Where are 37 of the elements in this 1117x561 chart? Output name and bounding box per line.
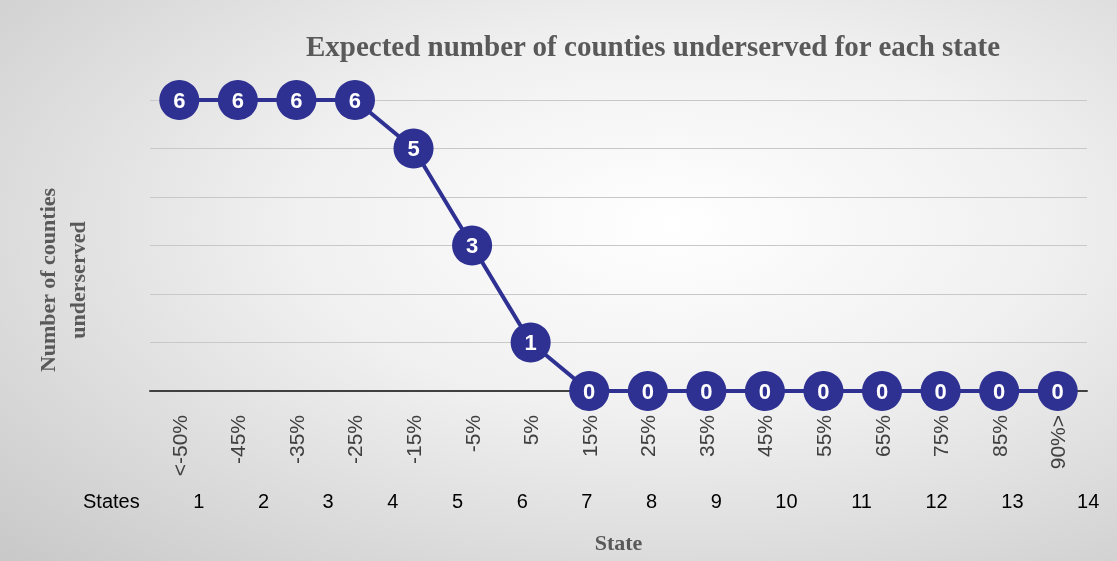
x-tick-label: 45%: [753, 415, 777, 458]
data-label: 5: [407, 136, 420, 161]
x-tick-label: -5%: [460, 415, 484, 453]
data-label: 3: [465, 233, 479, 258]
x-tick-label: <-50%: [167, 415, 191, 477]
data-label: 6: [173, 87, 186, 113]
x-tick-label: 25%: [636, 415, 660, 458]
x-tick-label: 65%: [870, 415, 894, 458]
data-label: 6: [290, 87, 303, 113]
data-label: 0: [700, 378, 713, 404]
data-label: 0: [1051, 378, 1064, 404]
data-label: 1: [524, 330, 537, 355]
chart-title: Expected number of counties underserved for each state: [304, 29, 1001, 64]
x-tick-label: 35%: [694, 415, 718, 458]
data-label: 0: [817, 378, 830, 404]
data-label: 0: [875, 378, 889, 404]
x-tick-label: 85%: [987, 415, 1011, 458]
data-label: 0: [934, 378, 947, 404]
x-tick-label: -15%: [402, 415, 426, 465]
x-tick-label: -35%: [284, 415, 308, 465]
x-axis-title: State: [594, 529, 643, 555]
data-label: 6: [348, 87, 362, 113]
data-label: 0: [641, 378, 654, 404]
x-tick-label: -45%: [226, 415, 250, 465]
data-label: 6: [231, 87, 244, 113]
y-axis-title: Number of counties underserved: [34, 186, 91, 375]
point: [510, 322, 551, 363]
x-tick-label: 15%: [577, 415, 601, 458]
x-tick-label: -25%: [343, 415, 367, 465]
text: States 1 2 3 4 5 6 7 8 9 10 11 12 13 14: [83, 490, 1100, 513]
data-label: 0: [993, 378, 1006, 404]
x-tick-label: 75%: [929, 415, 953, 458]
x-tick-label: 55%: [811, 415, 835, 458]
data-label: 0: [758, 378, 772, 404]
data-label: 0: [583, 378, 596, 404]
x-tick-label: 5%: [519, 415, 543, 446]
x-tick-label: 90%>: [1046, 415, 1070, 470]
